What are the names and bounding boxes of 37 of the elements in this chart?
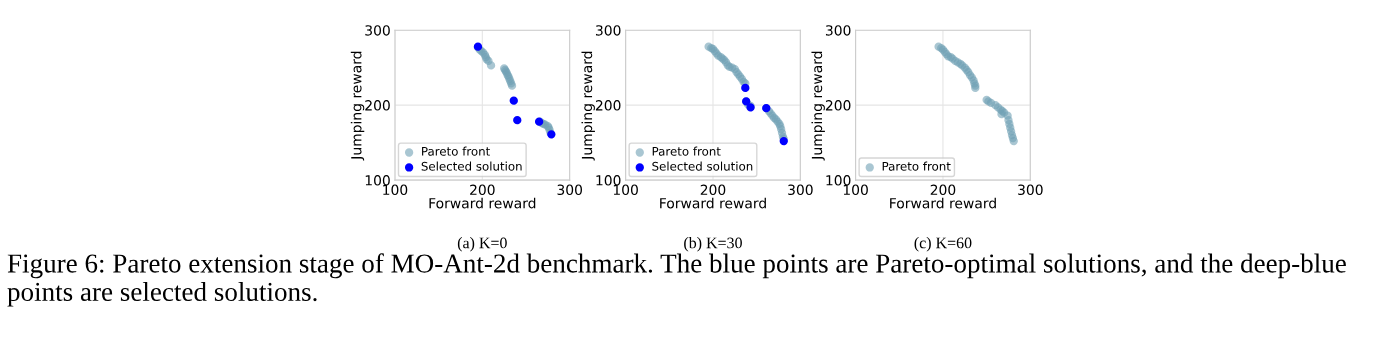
x-tick-label: 300 [557, 184, 583, 196]
text: (b) K=30 [684, 237, 742, 252]
legend-label: Pareto front [652, 146, 721, 156]
x-tick-label: 200 [700, 184, 726, 196]
x-tick-label: 100 [383, 184, 408, 196]
y-axis-title: Jumping reward [811, 51, 825, 161]
y-tick-label: 200 [825, 100, 851, 111]
y-axis-title: Jumping reward [350, 51, 365, 161]
legend-label: Pareto front [882, 161, 951, 171]
point [509, 96, 518, 105]
point [741, 83, 750, 93]
y-tick-label: 200 [365, 100, 390, 111]
x-tick-label: 200 [930, 184, 956, 196]
x-tick-label: 200 [470, 184, 495, 196]
x-tick-label: 100 [843, 184, 868, 196]
y-tick-label: 100 [596, 175, 621, 186]
x-axis-title: Forward reward [890, 197, 996, 209]
y-tick-label: 300 [595, 25, 621, 36]
x-tick-label: 300 [1018, 184, 1043, 196]
text: (a) K=0 [457, 237, 507, 252]
legend-label: Pareto front [422, 146, 490, 156]
y-tick-label: 300 [365, 25, 390, 36]
y-tick-label: 300 [825, 25, 851, 36]
legend-label: Selected solution [421, 161, 522, 171]
x-tick-label: 100 [613, 184, 638, 196]
legend-label: Selected solution [652, 161, 753, 171]
caption: Figure 6: Pareto extension stage of MO-Ant-2d benchmark. The blue points are Pareto-optimal solutions, and the deep-blue points are selected solutions. [7, 253, 1346, 307]
point [513, 115, 522, 125]
y-tick-label: 100 [365, 175, 390, 186]
y-axis-title: Jumping reward [581, 51, 595, 161]
x-axis-title: Forward reward [660, 197, 766, 209]
text: (c) K=60 [914, 237, 972, 252]
x-tick-label: 300 [788, 184, 813, 196]
y-tick-label: 200 [595, 100, 621, 111]
point [486, 61, 496, 70]
x-axis-title: Forward reward [429, 197, 536, 209]
y-tick-label: 100 [826, 175, 851, 186]
